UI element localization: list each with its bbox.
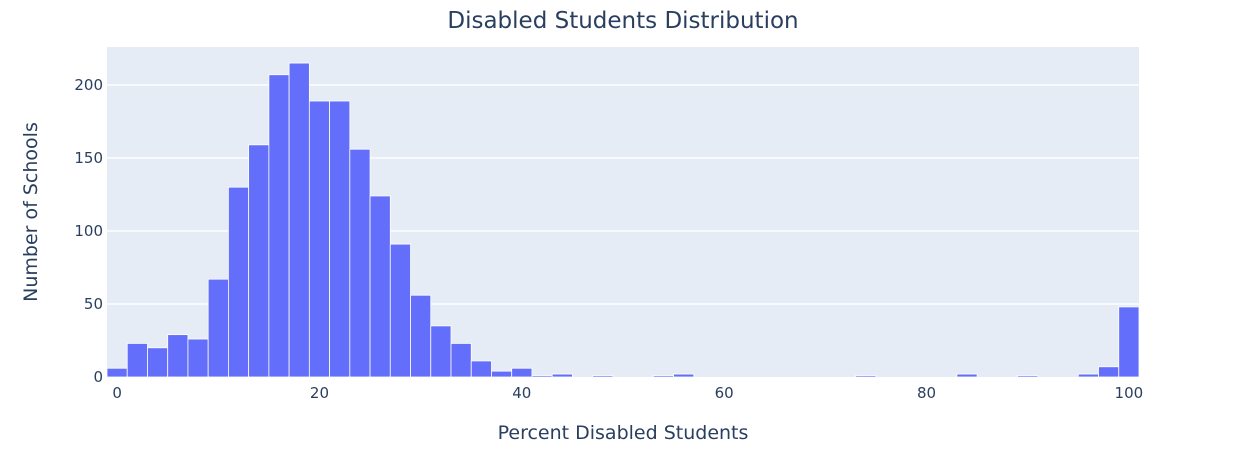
y-axis-title: Number of Schools [20,122,42,302]
y-tick-label: 0 [93,368,103,386]
histogram-bar [389,243,411,378]
histogram-bar [531,375,553,378]
x-tick-label: 40 [512,384,531,402]
histogram-bar [1118,306,1140,378]
histogram-bar [268,74,290,378]
histogram-bar [410,294,432,378]
y-axis-ticks: 0 50 100 150 200 [74,76,103,386]
histogram-bar [592,375,614,378]
histogram-bar [106,367,128,378]
x-tick-label: 100 [1115,384,1144,402]
histogram-bar [126,343,148,378]
histogram-bar [450,343,472,378]
histogram-bar [652,375,674,378]
x-axis-ticks: 0 20 40 60 80 100 [112,384,1143,402]
histogram-bar [207,278,229,378]
chart-title: Disabled Students Distribution [447,8,798,34]
histogram-bar [1077,373,1099,378]
histogram-bar [491,370,513,378]
histogram-bar [187,338,209,378]
histogram-bar [855,375,877,378]
histogram-bar [956,373,978,378]
y-tick-label: 50 [84,295,103,313]
histogram-bar [288,62,310,378]
x-tick-label: 20 [310,384,329,402]
y-tick-label: 150 [74,149,103,167]
x-axis-title: Percent Disabled Students [498,422,749,444]
histogram-bar [1098,366,1120,378]
x-tick-label: 80 [917,384,936,402]
histogram-bar [349,148,371,378]
histogram-bar [228,186,250,378]
histogram-bar [430,325,452,378]
histogram-bar [167,334,189,378]
histogram-bar [308,100,330,378]
histogram-bar [551,373,573,378]
histogram-bar [470,360,492,378]
x-tick-label: 0 [112,384,122,402]
histogram-bar [147,347,169,378]
histogram-bar [673,373,695,378]
histogram-bar [329,100,351,378]
bars [106,62,1140,378]
y-tick-label: 200 [74,76,103,94]
x-tick-label: 60 [715,384,734,402]
histogram-bar [369,195,391,378]
histogram-bar [1017,375,1039,378]
histogram-bar [248,144,270,378]
y-tick-label: 100 [74,222,103,240]
histogram-bar [511,367,533,378]
